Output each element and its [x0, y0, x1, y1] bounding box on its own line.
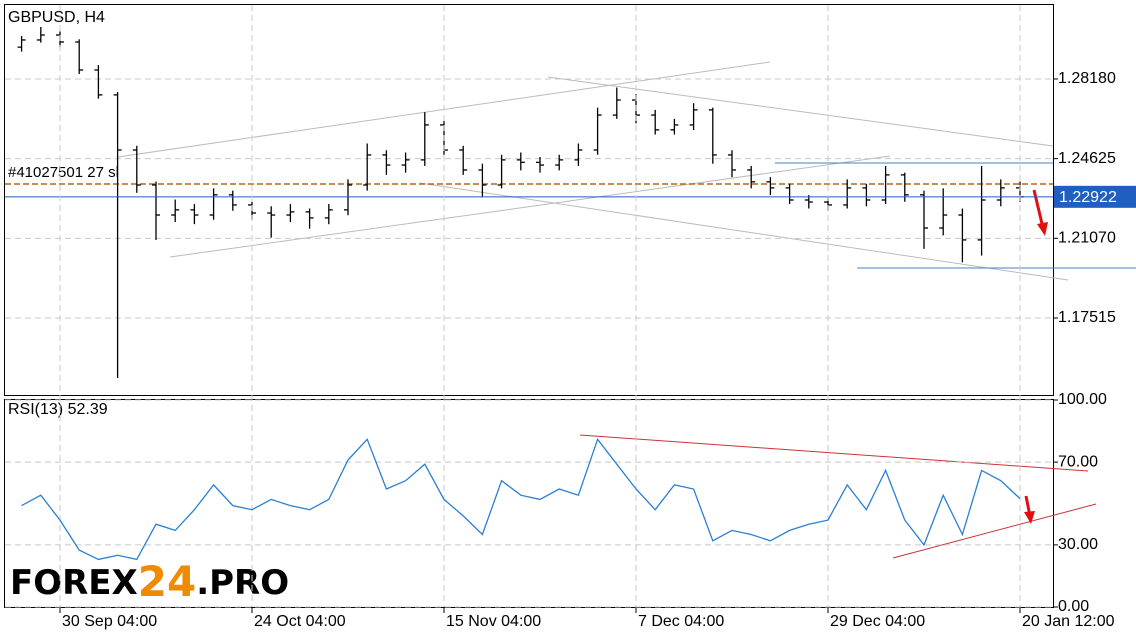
rsi-line [21, 437, 1021, 561]
x-tick-label: 24 Oct 04:00 [254, 613, 346, 630]
order-label: #41027501 27 sl [8, 164, 119, 181]
trend-line [547, 76, 1054, 147]
watermark-part: 24 [138, 557, 196, 606]
watermark: FOREX24.PRO [10, 557, 289, 606]
trend-line [169, 155, 891, 258]
x-tick-label: 20 Jan 12:00 [1022, 613, 1115, 630]
y-tick-label: 1.28180 [1058, 70, 1116, 87]
x-tick-label: 7 Dec 04:00 [638, 613, 724, 630]
y-tick-label: 70.00 [1058, 453, 1098, 470]
x-tick-label: 15 Nov 04:00 [446, 613, 541, 630]
price-panel [4, 4, 1054, 396]
y-tick-label: 1.17515 [1058, 309, 1116, 326]
chart-title: GBPUSD, H4 [8, 9, 105, 26]
x-tick-label: 30 Sep 04:00 [62, 613, 157, 630]
arrows [1024, 189, 1048, 524]
last-price-label: 1.22922 [1059, 189, 1117, 206]
y-tick-label: 100.00 [1058, 391, 1107, 408]
rsi-trend-line [892, 503, 1097, 559]
watermark-part: .PRO [196, 563, 289, 603]
y-tick-label: 1.21070 [1058, 230, 1116, 247]
rsi-trend-line [579, 434, 1089, 472]
watermark-part: FOREX [10, 563, 138, 603]
trend-line [419, 182, 1069, 281]
y-tick-label: 30.00 [1058, 536, 1098, 553]
x-tick-label: 29 Dec 04:00 [830, 613, 925, 630]
y-tick-label: 1.24625 [1058, 150, 1116, 167]
y-tick-label: 0.00 [1058, 598, 1089, 615]
rsi-title: RSI(13) 52.39 [8, 401, 108, 418]
last-price-box [1054, 185, 1136, 208]
